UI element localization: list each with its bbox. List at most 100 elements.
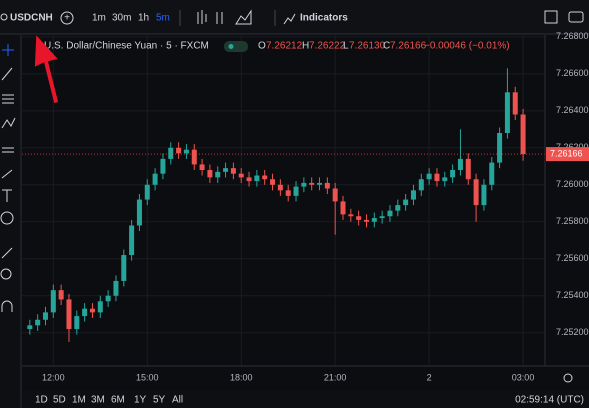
candle-body [58, 290, 64, 300]
x-tick-label: 21:00 [324, 372, 347, 382]
candle-body [223, 168, 229, 172]
x-tick-label: 18:00 [230, 372, 253, 382]
range-button[interactable]: 1D [35, 395, 48, 406]
candle-body [434, 173, 440, 182]
candle-body [129, 225, 135, 256]
y-tick-label: 7.25600 [556, 253, 589, 263]
candle-body [42, 312, 48, 320]
footer [22, 390, 589, 408]
symbol[interactable]: USDCNH [10, 13, 53, 24]
last-price-tag [546, 147, 589, 162]
candle-body [426, 173, 432, 180]
interval[interactable]: 1h [138, 13, 149, 24]
ohlc-value: 7.26130 [349, 41, 386, 52]
candle-body [215, 171, 221, 178]
interval[interactable]: 30m [112, 13, 131, 24]
candle-body [136, 199, 142, 226]
candle-body [152, 173, 158, 185]
candle-body [450, 169, 456, 178]
candle-body [317, 182, 323, 185]
market-status[interactable] [224, 41, 248, 52]
ohlc-value: 7.26222 [309, 41, 346, 52]
candle-body [324, 182, 330, 189]
candle-body [246, 177, 252, 182]
range-button[interactable]: 3M [91, 395, 105, 406]
candle-body [293, 186, 299, 196]
y-tick-label: 7.25200 [556, 327, 589, 337]
candle-body [254, 175, 260, 182]
candle-body [473, 179, 479, 206]
candle-body [348, 214, 354, 217]
snapshot-icon[interactable] [544, 10, 558, 24]
indicators-button[interactable]: Indicators [300, 13, 348, 24]
y-tick-label: 7.25800 [556, 216, 589, 226]
candle-body [497, 133, 503, 163]
candle-body [418, 179, 424, 191]
candle-body [332, 188, 338, 202]
chart-style-icons[interactable] [197, 9, 252, 25]
y-tick-label: 7.26600 [556, 68, 589, 78]
range-button[interactable]: All [172, 395, 183, 406]
search-icon[interactable] [0, 13, 8, 21]
interval-active[interactable]: 5m [156, 13, 170, 24]
candle-body [50, 290, 56, 313]
candle-body [512, 92, 518, 115]
price-change: −0.00046 (−0.01%) [424, 41, 510, 52]
candle-body [66, 299, 72, 330]
candle-body [481, 184, 487, 206]
candle-body [113, 280, 119, 296]
candle-body [489, 162, 495, 185]
ohlc-key: H [302, 41, 309, 52]
add-icon: + [64, 13, 70, 24]
candle-body [301, 182, 307, 187]
drawing-toolbar [0, 35, 21, 408]
candle-body [144, 184, 150, 200]
symbol-title: U.S. Dollar/Chinese Yuan · 5 · FXCM [44, 41, 209, 52]
clock: 02:59:14 (UTC) [515, 395, 584, 406]
candle-body [35, 319, 41, 326]
x-tick-label: 03:00 [512, 372, 535, 382]
y-tick-label: 7.25400 [556, 290, 589, 300]
range-button[interactable]: 1Y [134, 395, 147, 406]
drawing-tools[interactable] [0, 44, 16, 312]
settings-icon[interactable] [563, 373, 573, 383]
ohlc-key: O [258, 41, 266, 52]
add-symbol[interactable] [60, 11, 74, 25]
candle-body [387, 210, 393, 217]
candle-body [340, 201, 346, 215]
candle-body [363, 219, 369, 222]
candle-body [183, 149, 189, 154]
candle-body [410, 190, 416, 200]
ohlc-value: 7.26212 [266, 41, 303, 52]
candle-body [457, 158, 463, 170]
candle-body [97, 301, 103, 313]
y-tick-label: 7.26400 [556, 105, 589, 115]
y-tick-label: 7.26800 [556, 31, 589, 41]
candle-body [285, 190, 291, 196]
interval[interactable]: 1m [92, 13, 106, 24]
range-button[interactable]: 5Y [153, 395, 166, 406]
candle-body [520, 114, 526, 155]
y-tick-label: 7.26000 [556, 179, 589, 189]
candle-body [356, 216, 362, 220]
candle-body [105, 295, 111, 302]
candle-body [89, 308, 95, 313]
annotation-arrow [34, 35, 59, 103]
toolbar [0, 0, 589, 34]
candle-body [160, 158, 166, 174]
candle-body [442, 177, 448, 182]
candle-body [379, 216, 385, 219]
range-button[interactable]: 1M [72, 395, 86, 406]
x-tick-label: 2 [427, 372, 432, 382]
range-button[interactable]: 6M [111, 395, 125, 406]
candle-body [270, 179, 276, 185]
candle-body [371, 218, 377, 222]
range-button[interactable]: 5D [53, 395, 66, 406]
camera-icon[interactable] [568, 11, 584, 23]
candle-body [191, 149, 197, 165]
candle-body [395, 205, 401, 211]
indicators-icon[interactable] [283, 13, 296, 25]
x-tick-label: 15:00 [136, 372, 159, 382]
